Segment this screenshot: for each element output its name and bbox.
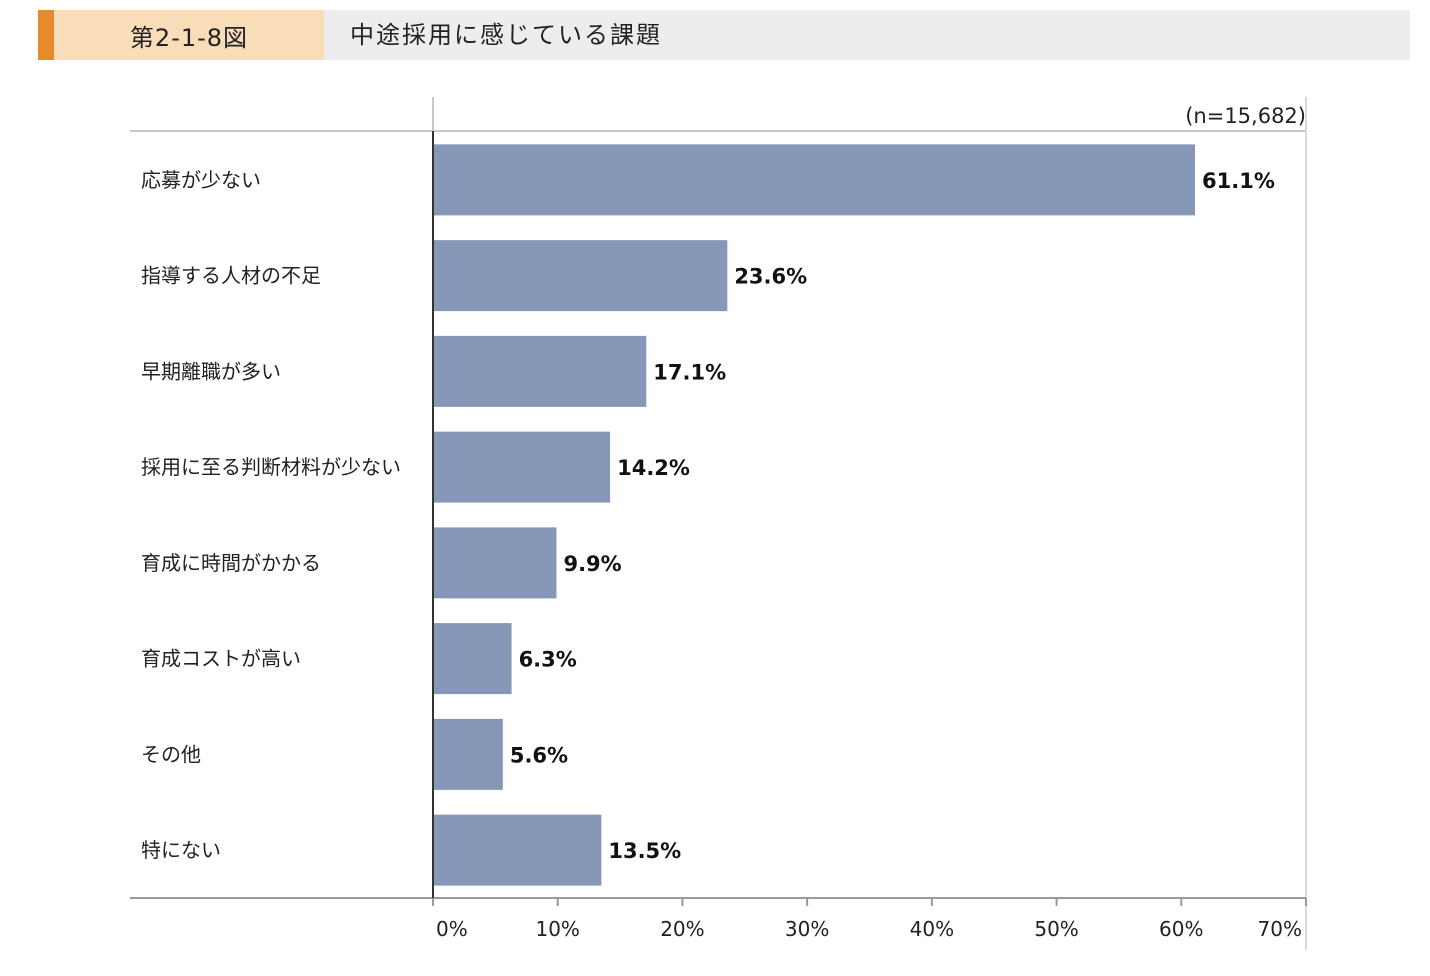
bar [434,144,1196,216]
value-label: 14.2% [617,456,690,480]
bar [434,527,557,599]
category-label: 応募が少ない [141,168,261,192]
value-label: 17.1% [653,360,726,384]
category-label: 指導する人材の不足 [141,264,321,288]
x-tick-label: 40% [910,917,954,941]
category-label: 採用に至る判断材料が少ない [141,455,401,479]
chart-frame [130,97,1307,950]
bars-group [434,144,1196,886]
value-label: 13.5% [608,839,681,863]
bar [434,335,647,407]
value-label: 9.9% [563,552,621,576]
header-accent-bar [38,10,54,60]
category-label: 育成に時間がかかる [141,551,321,575]
bar [434,240,728,312]
x-tick-label: 30% [785,917,829,941]
category-label: 特にない [141,838,221,862]
x-tick-label: 60% [1159,917,1203,941]
bar [434,718,503,790]
bar [434,623,512,695]
x-axis-ticks: 0% 10% 20% 30% 40% 50% 60% 70% [432,898,1307,941]
x-tick-label: 70% [1258,917,1302,941]
value-labels: 61.1% 23.6% 17.1% 14.2% 9.9% 6.3% 5.6% 13.5% [510,169,1275,863]
category-label: 育成コストが高い [141,647,301,671]
category-label: 早期離職が多い [141,359,281,383]
value-label: 5.6% [510,743,568,767]
value-label: 6.3% [519,648,577,672]
sample-size-note: (n=15,682) [1185,104,1306,128]
bar [434,814,602,886]
x-tick-label: 10% [535,917,579,941]
bar [434,431,611,503]
category-label: その他 [141,742,201,766]
x-tick-label: 0% [436,917,468,941]
figure-number: 第2-1-8図 [54,10,324,60]
figure-header: 第2-1-8図 中途採用に感じている課題 [38,10,1410,60]
x-tick-label: 50% [1034,917,1078,941]
value-label: 61.1% [1202,169,1275,193]
value-label: 23.6% [734,265,807,289]
figure-title: 中途採用に感じている課題 [350,21,662,49]
category-labels: 応募が少ない指導する人材の不足早期離職が多い採用に至る判断材料が少ない育成に時間… [141,168,401,862]
x-tick-label: 20% [660,917,704,941]
